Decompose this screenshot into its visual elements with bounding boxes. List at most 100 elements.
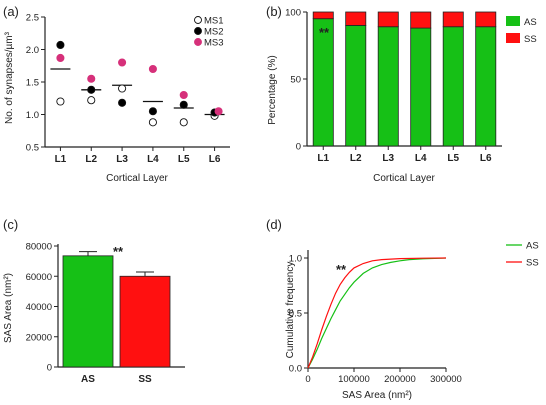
panel-b-ylabel: Percentage (%): [267, 55, 278, 124]
panel-a-legend-label-ms2: MS2: [204, 27, 224, 38]
panel-c-xtick-label: AS: [81, 374, 95, 385]
panel-b-legend-label-ss: SS: [524, 34, 537, 45]
panel-d-xtick-label: 300000: [430, 374, 462, 385]
panel-a-ytick-label: 1.5: [26, 78, 39, 89]
panel-a-xtick-label: L3: [116, 154, 128, 165]
panel-c-significance: **: [113, 244, 124, 259]
panel-a-axes: 0.5 1.0 1.5 2.0 2.5 L1 L2 L3 L4 L5 L6: [26, 13, 230, 165]
panel-a-legend-label-ms1: MS1: [204, 16, 224, 27]
panel-b-bar-as: [410, 27, 432, 147]
panel-a-point-ms2: [179, 100, 188, 109]
panel-b-legend-swatch-as: [506, 16, 520, 26]
panel-a-point-ms1: [56, 97, 65, 106]
panel-d-xtick-label: 200000: [384, 374, 416, 385]
panel-b-bar-ss: [345, 11, 367, 26]
panel-d-axes: 0.0 0.5 1.0 0 100000 200000 300000: [289, 250, 462, 385]
panel-c-ytick-label: 60000: [26, 272, 52, 283]
panel-b-bar-ss: [312, 11, 334, 20]
panel-b-ytick-label: 50: [290, 75, 301, 86]
panel-a-legend-marker-ms3: [194, 38, 202, 46]
panel-b-legend-swatch-ss: [506, 33, 520, 43]
panel-d-ytick-label: 0.0: [289, 364, 302, 375]
panel-d-letter: (d): [266, 217, 282, 232]
panel-b: (b) 0 50 100 L1 L2 L3 L4 L5 L6 ** Percentage (%)…: [266, 4, 537, 184]
panel-d-line-as: [307, 257, 447, 369]
panel-a-legend-marker-ms1: [194, 16, 202, 24]
panel-a-point-ms2: [87, 85, 96, 94]
panel-c-xtick-label: SS: [138, 374, 152, 385]
panel-b-ytick-label: 100: [285, 8, 301, 19]
panel-b-bar-as: [377, 26, 399, 147]
panel-d-xlabel: SAS Area (nm²): [342, 390, 412, 401]
panel-a-point-ms2: [118, 98, 127, 107]
panel-a-point-ms2: [56, 40, 65, 50]
panel-a-xtick-label: L1: [55, 154, 67, 165]
panel-a-point-ms1: [179, 118, 188, 127]
panel-a-ytick-label: 2.0: [26, 45, 39, 56]
panel-b-xtick-label: L2: [350, 153, 362, 164]
panel-d-xtick-label: 0: [305, 374, 310, 385]
panel-b-bar-as: [442, 26, 464, 147]
panel-b-xtick-label: L5: [447, 153, 459, 164]
panel-a-ytick-label: 0.5: [26, 143, 39, 154]
panel-a-legend-marker-ms2: [194, 27, 202, 35]
panel-d-line-ss: [307, 257, 447, 369]
panel-b-ytick-label: 0: [296, 142, 301, 153]
panel-a-ylabel: No. of synapses/µm³: [4, 31, 15, 124]
panel-a-xtick-label: L2: [85, 154, 97, 165]
panel-b-letter: (b): [266, 4, 282, 19]
panel-b-xtick-label: L3: [382, 153, 394, 164]
panel-a-point-ms2: [148, 107, 157, 116]
panel-b-bar-ss: [377, 11, 399, 28]
panel-d-xtick-label: 100000: [338, 374, 370, 385]
panel-c-ytick-label: 80000: [26, 242, 52, 253]
panel-b-bar-ss: [475, 11, 497, 28]
panel-a-marks: [50, 40, 225, 127]
panel-a: (a) 0.5 1.0 1.5 2.0 2.5 L1 L2 L3 L4 L5 L6 No. of s…: [3, 4, 230, 184]
panel-a-point-ms3: [179, 90, 188, 100]
panel-c: (c) 0 20000 40000 60000 80000 AS SS ** SAS Are…: [3, 217, 185, 385]
panel-d-marks: [307, 257, 447, 369]
panel-b-legend: AS SS: [506, 16, 537, 45]
panel-b-marks: [312, 11, 497, 147]
panel-c-ytick-label: 40000: [26, 302, 52, 313]
panel-b-bar-as: [475, 26, 497, 147]
panel-a-legend-label-ms3: MS3: [204, 38, 224, 49]
panel-a-point-ms3: [148, 64, 157, 74]
panel-a-point-ms3: [87, 74, 96, 83]
panel-a-letter: (a): [3, 4, 19, 19]
panel-d-ytick-label: 0.5: [289, 309, 302, 320]
panel-d-legend-label-as: AS: [526, 241, 539, 252]
panel-c-ytick-label: 20000: [26, 332, 52, 343]
panel-a-xtick-label: L5: [178, 154, 190, 165]
panel-a-point-ms3: [118, 58, 127, 67]
panel-a-xtick-label: L4: [147, 154, 159, 165]
panel-d-ytick-label: 1.0: [289, 254, 302, 265]
panel-a-point-ms1: [118, 84, 127, 93]
panel-d-legend-label-ss: SS: [526, 258, 539, 269]
panel-b-bar-as: [345, 24, 367, 147]
panel-a-ytick-label: 2.5: [26, 13, 39, 24]
panel-d-legend: AS SS: [506, 241, 539, 269]
panel-d-ylabel: Cumulative frequency: [285, 262, 296, 359]
panel-b-xtick-label: L6: [480, 153, 492, 164]
panel-a-xlabel: Cortical Layer: [106, 173, 168, 184]
panel-c-bar-as: [62, 255, 114, 368]
panel-b-significance: **: [319, 25, 330, 40]
panel-b-bar-ss: [442, 11, 464, 28]
panel-d: (d) 0.0 0.5 1.0 0 100000 200000 300000 ** Cumu…: [266, 217, 539, 401]
panel-a-point-ms3: [214, 107, 223, 116]
panel-b-axes: 0 50 100 L1 L2 L3 L4 L5 L6: [285, 8, 502, 164]
panel-c-letter: (c): [3, 217, 18, 232]
panel-b-xtick-label: L4: [415, 153, 427, 164]
panel-b-bar-ss: [410, 11, 432, 29]
panel-b-legend-label-as: AS: [524, 17, 537, 28]
panel-c-marks: [62, 251, 171, 368]
panel-c-bar-ss: [119, 275, 171, 368]
panel-a-point-ms1: [148, 118, 157, 127]
panel-b-xtick-label: L1: [317, 153, 329, 164]
panel-c-axes: 0 20000 40000 60000 80000 AS SS: [26, 242, 185, 385]
panel-d-significance: **: [336, 262, 347, 277]
